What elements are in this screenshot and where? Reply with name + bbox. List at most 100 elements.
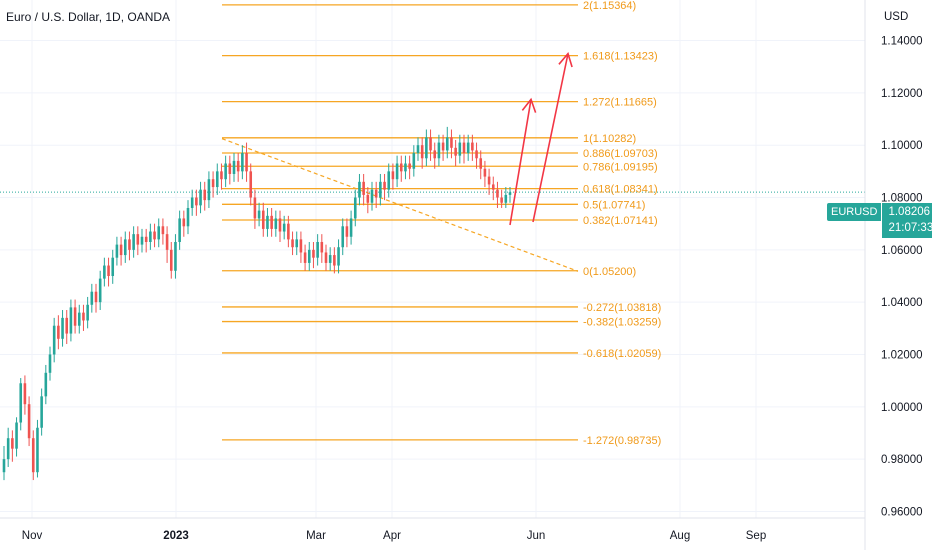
candle-body <box>395 163 399 180</box>
candle-body <box>462 142 466 154</box>
candle-body <box>90 291 94 305</box>
candle-body <box>399 163 403 172</box>
candle-body <box>303 252 307 263</box>
candle-body <box>362 181 365 195</box>
candle-body <box>119 244 123 256</box>
candle-body <box>215 171 219 188</box>
candle-body <box>11 438 14 449</box>
candle-body <box>23 383 27 405</box>
fib-level-label: -0.382(1.03259) <box>583 317 661 329</box>
fib-level-label: 1.272(1.11665) <box>583 97 657 109</box>
y-tick-label: 0.98000 <box>881 454 923 466</box>
candle-body <box>496 189 499 198</box>
candle-body <box>341 226 345 248</box>
candle-body <box>111 257 115 277</box>
candle-body <box>174 241 177 271</box>
fib-level-label: 1(1.10282) <box>583 133 636 145</box>
candle-body <box>291 239 294 248</box>
candle-body <box>203 189 207 201</box>
candle-body <box>261 210 265 229</box>
y-tick-label: 0.96000 <box>881 506 923 518</box>
x-tick-label: Jun <box>527 530 546 542</box>
candle-body <box>349 218 353 237</box>
candle-body <box>487 176 491 185</box>
trend-line-dashed <box>221 138 579 272</box>
candle-body <box>358 181 361 198</box>
x-tick-label: 2023 <box>163 530 189 542</box>
candle-body <box>328 255 332 263</box>
candle-body <box>169 249 173 271</box>
price-tag-symbol: EURUSD <box>827 203 882 221</box>
candle-body <box>245 153 248 172</box>
y-tick-label: 1.06000 <box>881 245 923 257</box>
candle-body <box>324 252 328 263</box>
candle-body <box>69 307 73 334</box>
candle-body <box>132 234 135 250</box>
candle-body <box>353 197 357 219</box>
candle-body <box>44 372 48 397</box>
candle-body <box>128 239 131 250</box>
candle-body <box>337 247 340 266</box>
candle-body <box>278 218 282 232</box>
candle-body <box>270 215 273 229</box>
candle-body <box>307 249 311 263</box>
candle-body <box>508 192 512 195</box>
fib-level-label: 0.886(1.09703) <box>583 148 658 160</box>
candle-body <box>295 239 299 248</box>
arrow-long-head <box>558 51 573 68</box>
candle-body <box>115 244 119 258</box>
x-tick-label: Apr <box>383 530 401 542</box>
candle-body <box>61 317 64 339</box>
candle-body <box>94 291 98 303</box>
candle-body <box>153 231 156 240</box>
x-tick-label: Sep <box>746 530 766 542</box>
candle-body <box>500 197 503 203</box>
candle-body <box>103 265 106 279</box>
candle-body <box>48 354 52 373</box>
fib-level-label: 0.382(1.07141) <box>583 215 658 227</box>
candle-body <box>27 404 31 439</box>
projection-arrows <box>509 51 573 226</box>
candle-body <box>366 194 370 203</box>
x-tick-label: Nov <box>22 530 43 542</box>
candle-body <box>379 181 382 198</box>
arrow-short-head <box>521 97 537 113</box>
candle-body <box>282 223 286 232</box>
candle-body <box>475 150 478 159</box>
candle-body <box>391 171 395 180</box>
candle-body <box>149 231 152 242</box>
candle-body <box>98 278 102 303</box>
candle-body <box>86 304 89 321</box>
candle-body <box>450 137 453 148</box>
chart-title: Euro / U.S. Dollar, 1D, OANDA <box>6 10 171 24</box>
candle-body <box>182 218 186 227</box>
candle-body <box>220 171 223 180</box>
candle-body <box>433 150 437 159</box>
candle-body <box>2 459 6 473</box>
arrow-long-shaft <box>532 53 569 223</box>
price-tag: EURUSD 1.08206 21:07:33 <box>827 203 932 238</box>
fib-level-label: 0.786(1.09195) <box>583 161 658 173</box>
candle-body <box>458 142 462 156</box>
candle-body <box>383 181 386 190</box>
y-tick-label: 1.00000 <box>881 402 923 414</box>
candle-body <box>429 137 432 151</box>
candle-body <box>483 168 487 177</box>
arrow-short-shaft <box>509 99 532 226</box>
candle-body <box>387 171 391 190</box>
candle-body <box>57 325 60 339</box>
candle-body <box>123 239 127 256</box>
candle-body <box>454 147 457 156</box>
candles <box>2 126 512 481</box>
candle-body <box>441 142 445 151</box>
candle-body <box>207 179 211 201</box>
candle-body <box>232 160 236 174</box>
candle-body <box>333 255 336 266</box>
x-tick-label: Aug <box>670 530 690 542</box>
candle-body <box>266 215 269 229</box>
candle-body <box>445 137 449 151</box>
candle-body <box>140 236 144 245</box>
